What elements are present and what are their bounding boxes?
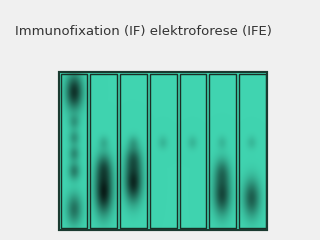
Bar [209, 74, 236, 228]
Bar [91, 74, 117, 228]
Bar [120, 74, 147, 228]
Bar [150, 74, 177, 228]
Bar [59, 72, 267, 230]
Bar [239, 74, 266, 228]
Bar [61, 74, 87, 228]
Bar [59, 72, 267, 230]
Text: Immunofixation (IF) elektroforese (IFE): Immunofixation (IF) elektroforese (IFE) [15, 25, 272, 38]
Bar [180, 74, 206, 228]
